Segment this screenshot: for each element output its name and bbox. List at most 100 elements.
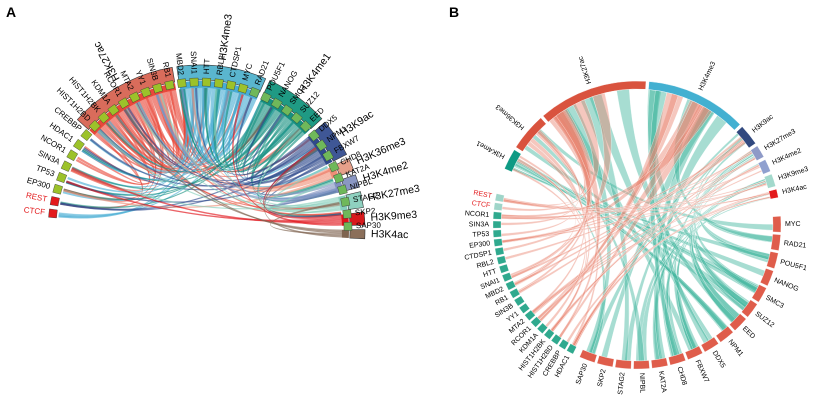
mark-gene-label: SKP2 (355, 206, 377, 217)
mark-gene-sector (496, 255, 507, 265)
mark-chord (114, 114, 343, 232)
mark-gene-sector (633, 360, 650, 370)
mark-gene-label: RBL2 (215, 54, 227, 76)
mark-gene-label: FBXW7 (694, 359, 710, 384)
mark-gene-sector (651, 357, 669, 369)
mark-gene-sector (328, 160, 340, 173)
mark-gene-sector (88, 119, 101, 132)
mark-chord (213, 88, 340, 207)
mark-chord (155, 94, 338, 201)
mark-gene-sector (270, 97, 283, 110)
mark-gene-sector (237, 83, 249, 94)
mark-sector-outer (504, 149, 522, 173)
mark-gene-label: TP53 (35, 163, 57, 178)
mark-gene-label: EP300 (26, 176, 52, 191)
mark-chord (98, 129, 341, 212)
mark-gene-sector (700, 336, 719, 353)
mark-gene-sector (492, 229, 502, 238)
mark-gene-sector (80, 129, 93, 142)
mark-sector-outer (263, 80, 323, 130)
mark-gene-sector (260, 91, 272, 104)
mark-gene-sector (501, 272, 513, 283)
mark-gene-sector (337, 184, 348, 196)
mark-gene-sector (566, 343, 577, 355)
panel-b-label: B (449, 4, 459, 20)
mark-sector-outer (763, 173, 776, 189)
mark-chord (65, 180, 342, 222)
mark-gene-sector (315, 139, 328, 152)
mark-gene-sector (518, 302, 530, 314)
panel-a-sectors (48, 64, 366, 240)
mark-sector-outer (515, 117, 547, 152)
mark-gene-sector (128, 91, 141, 103)
mark-chord (83, 147, 319, 191)
mark-gene-sector (189, 77, 199, 87)
mark-gene-label: MYC (785, 221, 801, 228)
mark-chord (65, 104, 269, 197)
mark-gene-label: SAP30 (356, 221, 382, 231)
mark-gene-sector (668, 352, 686, 366)
mark-gene-sector (494, 247, 505, 256)
mark-gene-label: NIPBL (638, 373, 646, 394)
mark-gene-sector (281, 104, 293, 117)
mark-sector-inner (341, 229, 350, 238)
mark-chord (58, 88, 212, 219)
mark-gene-label: STAG2 (617, 372, 626, 395)
mark-gene-label: SAP30 (575, 363, 589, 386)
mark-gene-sector (751, 284, 767, 303)
mark-gene-sector (152, 82, 163, 94)
mark-sector-label: H3K9me3 (778, 166, 810, 182)
mark-gene-sector (176, 78, 187, 88)
mark-gene-label: KAT2A (657, 371, 667, 394)
mark-gene-label: HTT (482, 268, 498, 279)
mark-gene-sector (202, 77, 212, 87)
mark-gene-sector (342, 209, 352, 219)
mark-gene-label: SKP2 (597, 368, 608, 387)
mark-gene-label: REST (25, 191, 48, 204)
mark-gene-sector (772, 216, 782, 233)
mark-gene-sector (322, 149, 334, 162)
mark-gene-label: NANOG (773, 277, 799, 293)
mark-gene-sector (290, 111, 303, 124)
mark-gene-sector (760, 268, 774, 287)
mark-sector-label: H3K4me1 (475, 139, 506, 160)
mark-gene-label: RBL2 (476, 259, 495, 270)
mark-chord (97, 92, 239, 173)
panel-a-label: A (6, 4, 16, 20)
mark-gene-sector (60, 160, 73, 172)
mark-gene-sector (579, 349, 598, 363)
mark-gene-sector (52, 183, 63, 195)
mark-gene-sector (493, 238, 503, 247)
mark-gene-sector (684, 345, 703, 360)
mark-chord (123, 109, 316, 181)
mark-chord (82, 105, 271, 182)
mark-gene-label: HTT (202, 58, 212, 74)
mark-gene-label: SNAI1 (189, 51, 199, 75)
mark-sector-outer (542, 80, 647, 123)
mark-gene-sector (513, 295, 525, 307)
mark-gene-sector (530, 316, 542, 328)
mark-gene-sector (225, 80, 237, 91)
mark-gene-label: DDX5 (711, 350, 727, 370)
mark-sector-outer (349, 229, 366, 240)
mark-sector-label: H3K4me3 (698, 61, 718, 92)
mark-gene-sector (340, 196, 351, 207)
mark-chord (65, 162, 327, 203)
mark-gene-label: RAD21 (783, 240, 806, 250)
mark-gene-sector (509, 288, 521, 299)
mark-gene-sector (66, 149, 79, 162)
mark-gene-sector (56, 171, 68, 184)
mark-gene-sector (524, 309, 536, 321)
panel-a: A H3K27acH3K4me3H3K4me1H3K9acH3K36me3H3K… (6, 4, 421, 241)
mark-gene-label: SMC3 (764, 294, 784, 310)
mark-gene-label: TP53 (472, 231, 489, 239)
mark-gene-sector (494, 193, 505, 203)
panel-b-chords (500, 89, 774, 362)
mark-sector-label: H3K9me3 (370, 209, 418, 224)
mark-gene-sector (72, 138, 85, 151)
mark-gene-sector (307, 129, 320, 142)
mark-sector-label: H3K9ac (751, 113, 775, 134)
mark-chord (123, 108, 343, 234)
mark-gene-sector (505, 280, 516, 291)
